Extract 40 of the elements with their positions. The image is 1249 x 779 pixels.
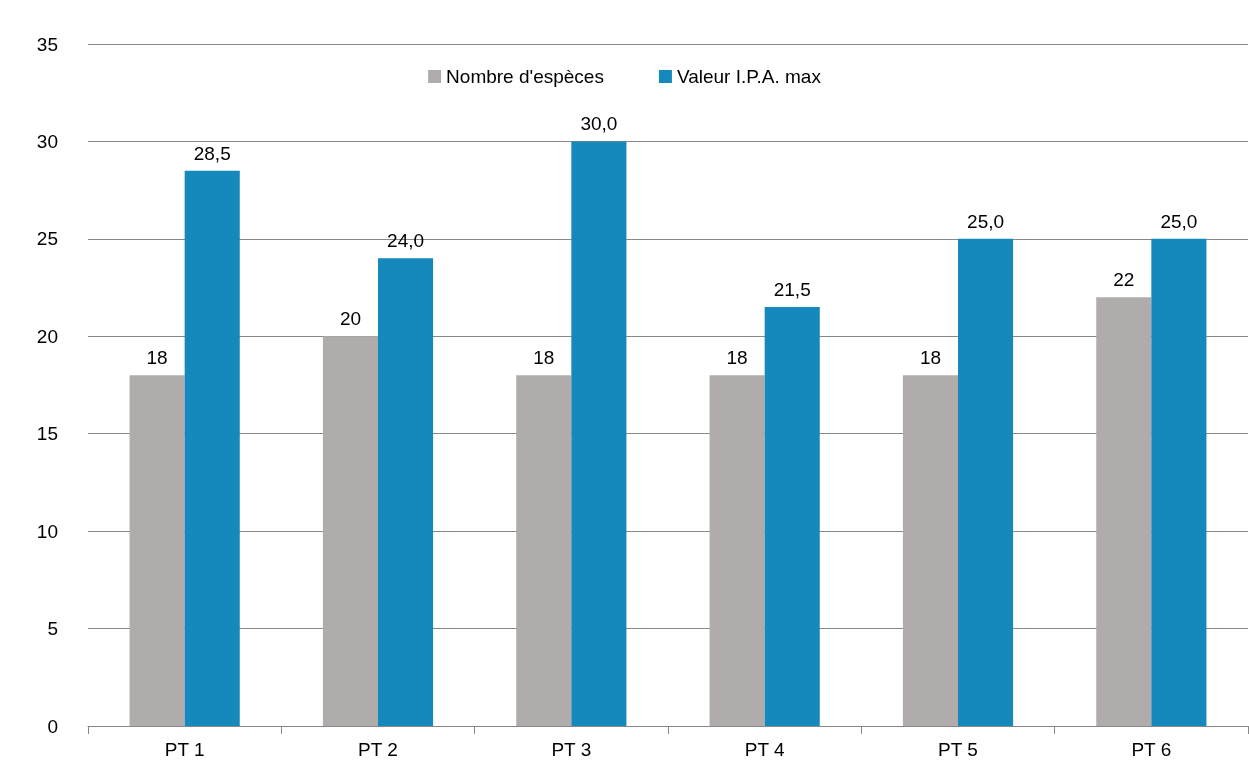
y-tick-label: 25 <box>36 228 58 250</box>
y-tick-label: 35 <box>36 33 58 55</box>
data-label: 18 <box>146 347 168 369</box>
x-tick-label: PT 6 <box>1131 739 1172 760</box>
y-tick-label: 15 <box>36 423 58 445</box>
bar <box>378 258 434 726</box>
x-tick-label: PT 5 <box>938 739 978 760</box>
data-label: 28,5 <box>193 142 231 164</box>
data-label: 22 <box>1113 269 1135 291</box>
y-tick-label: 0 <box>47 715 58 737</box>
y-tick-label: 30 <box>36 130 58 152</box>
x-tick-label: PT 4 <box>744 739 785 760</box>
y-tick-label: 10 <box>36 520 58 542</box>
bar <box>1096 297 1152 726</box>
data-label: 25,0 <box>967 210 1005 232</box>
data-label: 18 <box>533 347 555 369</box>
bar <box>184 170 240 726</box>
legend-label: Nombre d'espèces <box>446 66 604 87</box>
data-label: 24,0 <box>387 230 425 252</box>
bar <box>516 375 572 726</box>
data-label: 21,5 <box>773 279 811 301</box>
data-label: 20 <box>339 308 362 330</box>
y-tick-label: 20 <box>36 325 58 347</box>
data-label: 18 <box>726 347 748 369</box>
bar <box>129 375 185 726</box>
legend-label: Valeur I.P.A. max <box>676 66 822 87</box>
bar <box>571 141 627 726</box>
y-tick-label: 5 <box>47 618 58 640</box>
x-tick-label: PT 3 <box>551 739 592 760</box>
bar <box>902 375 958 726</box>
x-tick-label: PT 2 <box>358 739 398 760</box>
x-tick-label: PT 1 <box>164 739 205 760</box>
bar <box>1151 238 1207 726</box>
data-label: 18 <box>919 347 942 369</box>
bar <box>958 238 1014 726</box>
bar <box>764 307 820 726</box>
data-label: 25,0 <box>1160 210 1198 232</box>
bar <box>709 375 765 726</box>
bar <box>322 336 378 726</box>
data-label: 30,0 <box>580 113 618 135</box>
